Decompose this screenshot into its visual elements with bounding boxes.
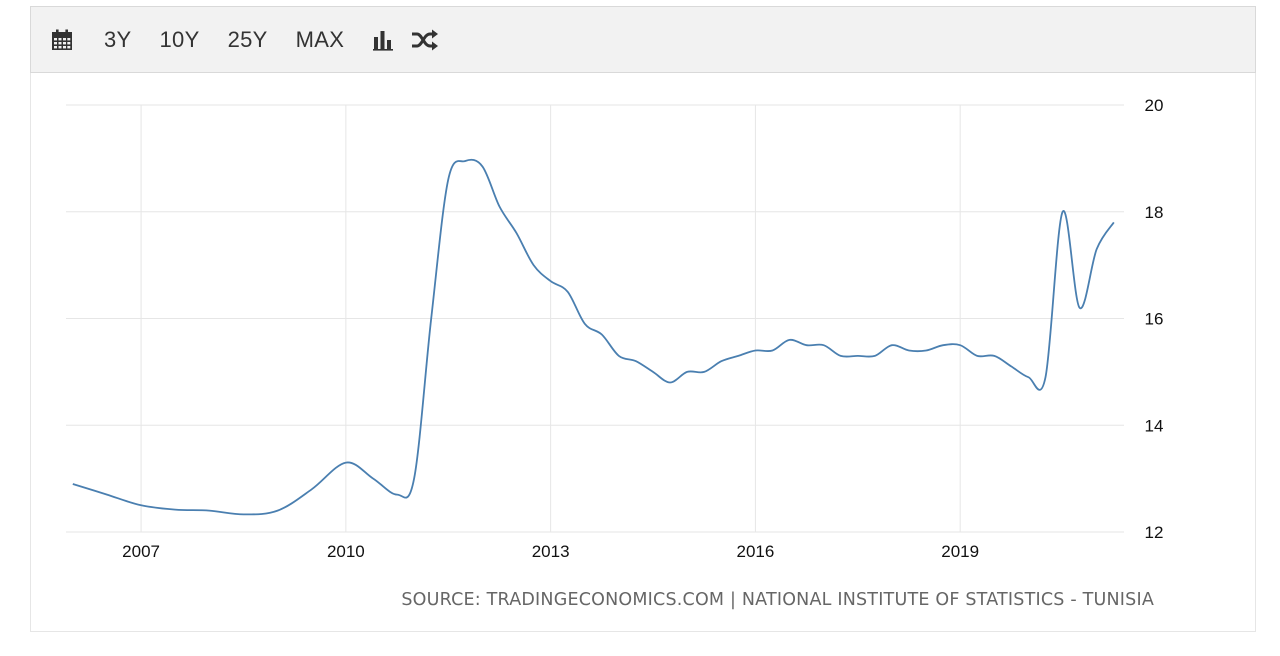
y-tick-label: 12	[1145, 523, 1164, 542]
range-button-max[interactable]: MAX	[295, 26, 345, 52]
y-tick-label: 20	[1145, 96, 1164, 115]
shuffle-icon[interactable]	[410, 7, 440, 72]
x-tick-label: 2007	[122, 542, 160, 561]
range-button-3y[interactable]: 3Y	[104, 26, 132, 52]
range-button-25y[interactable]: 25Y	[227, 26, 268, 52]
y-tick-label: 14	[1145, 416, 1164, 435]
calendar-icon-glyph	[52, 29, 72, 50]
series-line	[72, 158, 1115, 516]
source-note: SOURCE: TRADINGECONOMICS.COM | NATIONAL …	[401, 590, 1154, 610]
x-tick-label: 2016	[736, 542, 774, 561]
x-tick-label: 2013	[532, 542, 570, 561]
chart-toolbar: 3Y 10Y 25Y MAX	[30, 6, 1256, 73]
bar-chart-icon[interactable]	[368, 7, 398, 72]
y-tick-label: 18	[1145, 203, 1164, 222]
bar-chart-icon-glyph	[373, 30, 394, 51]
y-tick-label: 16	[1145, 310, 1164, 329]
calendar-icon[interactable]	[34, 7, 90, 72]
shuffle-icon-glyph	[412, 29, 439, 50]
range-button-10y[interactable]: 10Y	[159, 26, 200, 52]
x-tick-label: 2019	[941, 542, 979, 561]
x-tick-label: 2010	[327, 542, 365, 561]
